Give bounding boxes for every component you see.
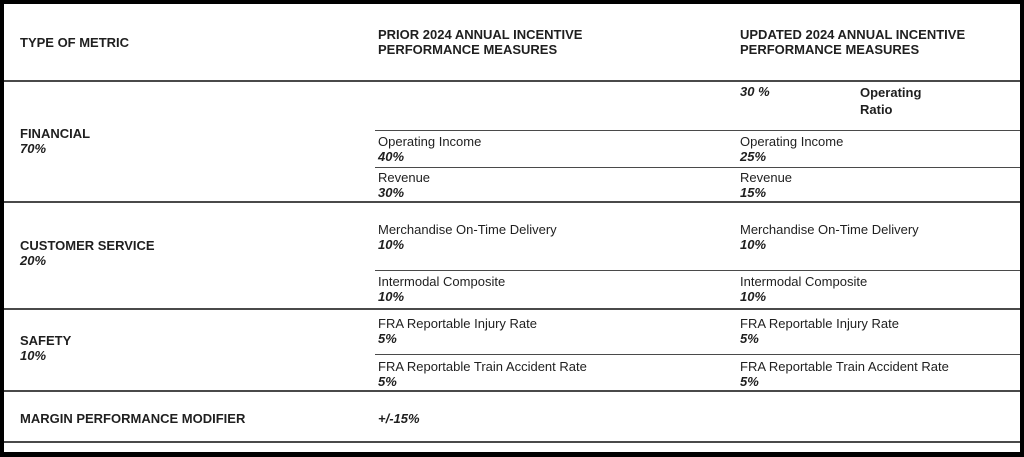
updated-injury-rate-cell: FRA Reportable Injury Rate 5% xyxy=(737,310,1020,354)
metric-name: Merchandise On-Time Delivery xyxy=(740,222,919,237)
metric-name: FRA Reportable Train Accident Rate xyxy=(378,359,587,374)
metric-name: Operating Income xyxy=(740,134,844,149)
table-header-row: TYPE OF METRIC PRIOR 2024 ANNUAL INCENTI… xyxy=(4,4,1020,82)
metric-name: Merchandise On-Time Delivery xyxy=(378,222,557,237)
metric-weight: 5% xyxy=(740,331,759,346)
safety-row-train-accident-rate: FRA Reportable Train Accident Rate 5% FR… xyxy=(375,354,1020,390)
updated-operating-income-cell: Operating Income 25% xyxy=(737,131,1020,167)
table-inner: TYPE OF METRIC PRIOR 2024 ANNUAL INCENTI… xyxy=(4,4,1020,452)
row-margin-performance-modifier: MARGIN PERFORMANCE MODIFIER +/-15% xyxy=(4,392,1020,443)
operating-ratio-label: Operating Ratio xyxy=(860,85,922,117)
footer-label-cell: MARGIN PERFORMANCE MODIFIER xyxy=(4,392,375,441)
prior-intermodal-cell: Intermodal Composite 10% xyxy=(375,271,737,308)
prior-header-line1: PRIOR 2024 ANNUAL INCENTIVE xyxy=(378,27,583,42)
customer-service-row-intermodal: Intermodal Composite 10% Intermodal Comp… xyxy=(375,269,1020,308)
metric-weight: 10% xyxy=(378,237,405,252)
footer-updated-empty-cell xyxy=(737,392,1020,441)
financial-row-operating-income: Operating Income 40% Operating Income 25… xyxy=(375,130,1020,167)
section-label-financial: FINANCIAL 70% xyxy=(4,82,375,201)
column-header-updated-measures: UPDATED 2024 ANNUAL INCENTIVE PERFORMANC… xyxy=(737,27,1020,57)
updated-merchandise-cell: Merchandise On-Time Delivery 10% xyxy=(737,203,1020,270)
footer-prior-value-cell: +/-15% xyxy=(375,392,737,441)
metric-name: Revenue xyxy=(740,170,793,185)
section-financial: FINANCIAL 70% 30 % Operating Ratio Opera… xyxy=(4,82,1020,203)
metric-name: FRA Reportable Injury Rate xyxy=(740,316,899,331)
type-of-metric-label: TYPE OF METRIC xyxy=(20,34,130,50)
bottom-spacer xyxy=(4,443,1020,452)
financial-label: FINANCIAL xyxy=(20,126,91,141)
updated-intermodal-cell: Intermodal Composite 10% xyxy=(737,271,1020,308)
section-label-safety: SAFETY 10% xyxy=(4,310,375,390)
prior-injury-rate-cell: FRA Reportable Injury Rate 5% xyxy=(375,310,737,354)
customer-service-subrows: Merchandise On-Time Delivery 10% Merchan… xyxy=(375,203,1020,308)
financial-weight: 70% xyxy=(20,141,47,156)
safety-row-injury-rate: FRA Reportable Injury Rate 5% FRA Report… xyxy=(375,310,1020,354)
metric-name: FRA Reportable Train Accident Rate xyxy=(740,359,949,374)
metric-weight: 5% xyxy=(378,331,397,346)
updated-header-line1: UPDATED 2024 ANNUAL INCENTIVE xyxy=(740,27,966,42)
customer-service-weight: 20% xyxy=(20,253,47,268)
customer-service-row-merchandise: Merchandise On-Time Delivery 10% Merchan… xyxy=(375,203,1020,270)
metric-weight: 25% xyxy=(740,149,767,164)
safety-label: SAFETY xyxy=(20,333,72,348)
metric-weight: 5% xyxy=(740,374,759,389)
metric-name: Revenue xyxy=(378,170,431,185)
metric-name: Operating Income xyxy=(378,134,482,149)
operating-ratio-weight: 30 % xyxy=(740,84,770,99)
metric-weight: 10% xyxy=(740,237,767,252)
metric-weight: 10% xyxy=(378,288,405,304)
operating-ratio-row: 30 % Operating Ratio xyxy=(740,84,1020,118)
safety-weight: 10% xyxy=(20,348,47,363)
financial-row-revenue: Revenue 30% Revenue 15% xyxy=(375,167,1020,201)
financial-row-operating-ratio: 30 % Operating Ratio xyxy=(375,82,1020,130)
updated-operating-ratio-cell: 30 % Operating Ratio xyxy=(737,82,1020,130)
margin-modifier-label: MARGIN PERFORMANCE MODIFIER xyxy=(20,411,246,426)
prior-operating-income-cell: Operating Income 40% xyxy=(375,131,737,167)
section-safety: SAFETY 10% FRA Reportable Injury Rate 5%… xyxy=(4,310,1020,392)
section-customer-service: CUSTOMER SERVICE 20% Merchandise On-Time… xyxy=(4,203,1020,310)
metric-weight: 10% xyxy=(740,288,767,304)
metric-weight: 40% xyxy=(378,149,405,164)
safety-subrows: FRA Reportable Injury Rate 5% FRA Report… xyxy=(375,310,1020,390)
prior-train-accident-cell: FRA Reportable Train Accident Rate 5% xyxy=(375,355,737,390)
column-header-prior-measures: PRIOR 2024 ANNUAL INCENTIVE PERFORMANCE … xyxy=(375,27,737,57)
financial-subrows: 30 % Operating Ratio Operating Income 40… xyxy=(375,82,1020,201)
prior-merchandise-cell: Merchandise On-Time Delivery 10% xyxy=(375,203,737,270)
metric-name: FRA Reportable Injury Rate xyxy=(378,316,537,331)
metric-name: Intermodal Composite xyxy=(378,273,506,289)
metric-name: Intermodal Composite xyxy=(740,273,868,289)
section-label-customer-service: CUSTOMER SERVICE 20% xyxy=(4,203,375,308)
metric-weight: 5% xyxy=(378,374,397,389)
prior-empty-cell xyxy=(375,82,737,130)
updated-revenue-cell: Revenue 15% xyxy=(737,168,1020,201)
column-header-type-of-metric: TYPE OF METRIC xyxy=(4,35,375,50)
updated-train-accident-cell: FRA Reportable Train Accident Rate 5% xyxy=(737,355,1020,390)
metric-weight: 15% xyxy=(740,185,767,200)
prior-revenue-cell: Revenue 30% xyxy=(375,168,737,201)
metric-weight: 30% xyxy=(378,185,405,200)
prior-header-line2: PERFORMANCE MEASURES xyxy=(378,42,558,57)
updated-header-line2: PERFORMANCE MEASURES xyxy=(740,42,920,57)
customer-service-label: CUSTOMER SERVICE xyxy=(20,238,155,253)
margin-modifier-value: +/-15% xyxy=(378,411,420,426)
